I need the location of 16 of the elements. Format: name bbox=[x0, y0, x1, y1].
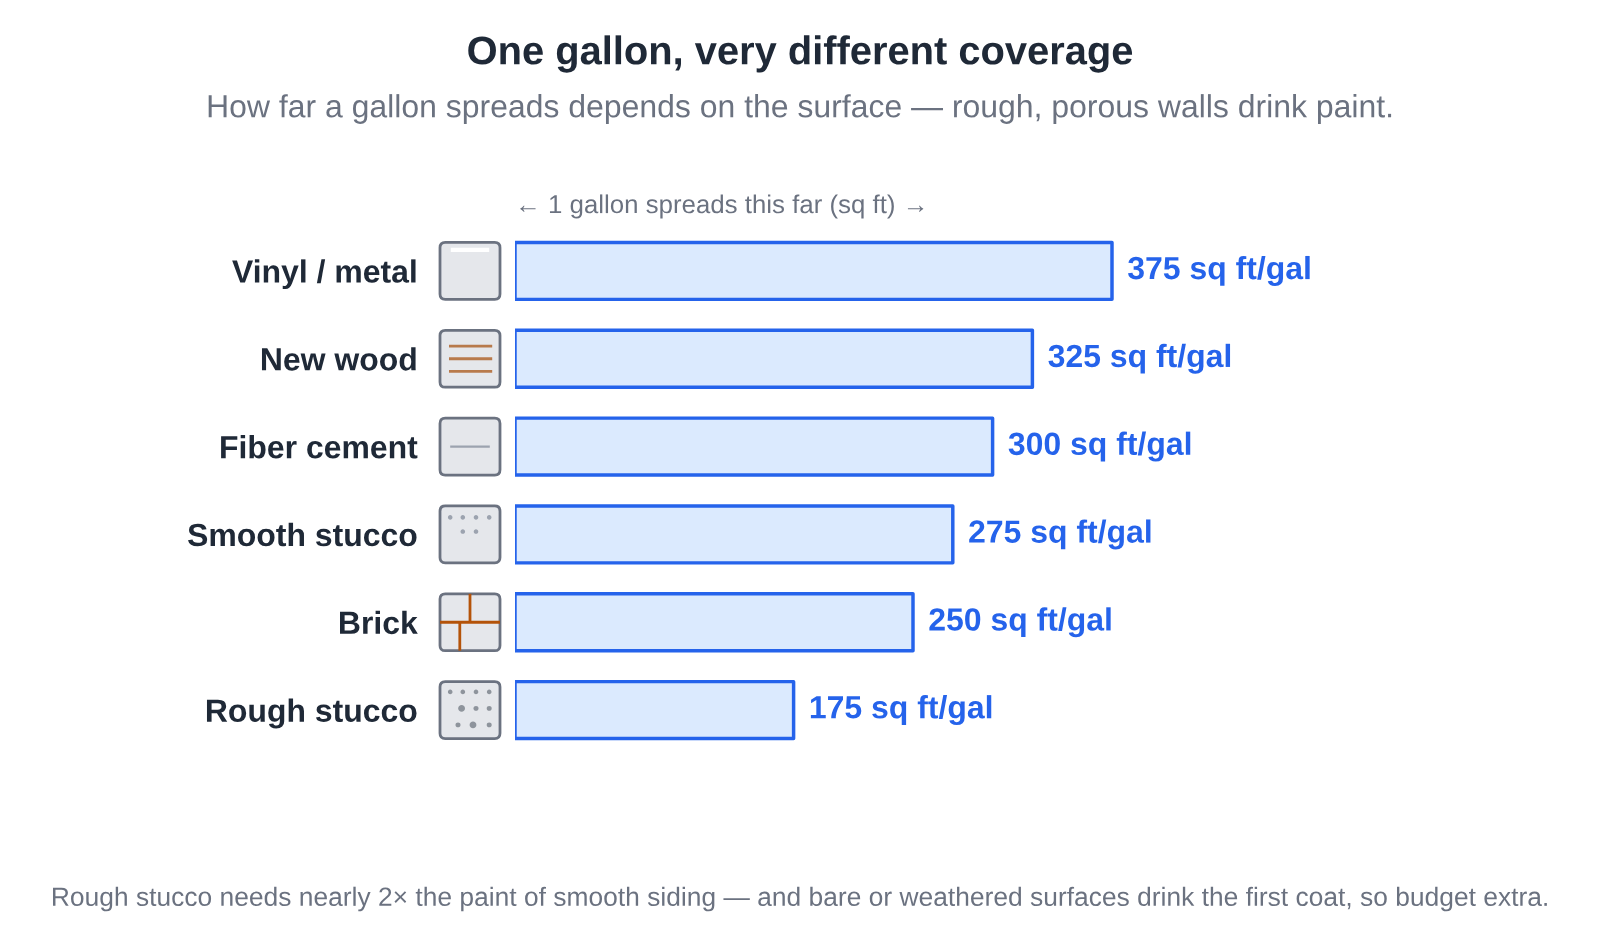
y-tick-label: Brick bbox=[340, 610, 418, 635]
data-label: 275 sq ft/gal bbox=[969, 519, 1151, 550]
y-tick-label: New wood bbox=[261, 347, 416, 371]
data-label: 325 sq ft/gal bbox=[1048, 343, 1231, 374]
data-label: 175 sq ft/gal bbox=[810, 695, 992, 726]
text: Rough stucco needs nearly 2× the paint of smooth siding — and bare or weathered surfaces drink the first coat, so budget extra. bbox=[53, 886, 1547, 912]
y-tick-label: Smooth stucco bbox=[187, 522, 417, 547]
data-label: 375 sq ft/gal bbox=[1128, 255, 1310, 286]
data-label: 250 sq ft/gal bbox=[929, 607, 1111, 638]
y-tick-label: Rough stucco bbox=[206, 698, 417, 729]
y-tick-label: Fiber cement bbox=[221, 435, 418, 459]
data-label: 300 sq ft/gal bbox=[1008, 431, 1191, 462]
chart-subtitle: How far a gallon spreads depends on the surface — rough, porous walls drink paint. bbox=[208, 94, 1392, 124]
y-tick-label: Vinyl / metal bbox=[232, 259, 416, 290]
x-axis-title: ← 1 gallon spreads this far (sq ft) → bbox=[520, 194, 924, 219]
chart-title: One gallon, very different coverage bbox=[468, 35, 1133, 73]
